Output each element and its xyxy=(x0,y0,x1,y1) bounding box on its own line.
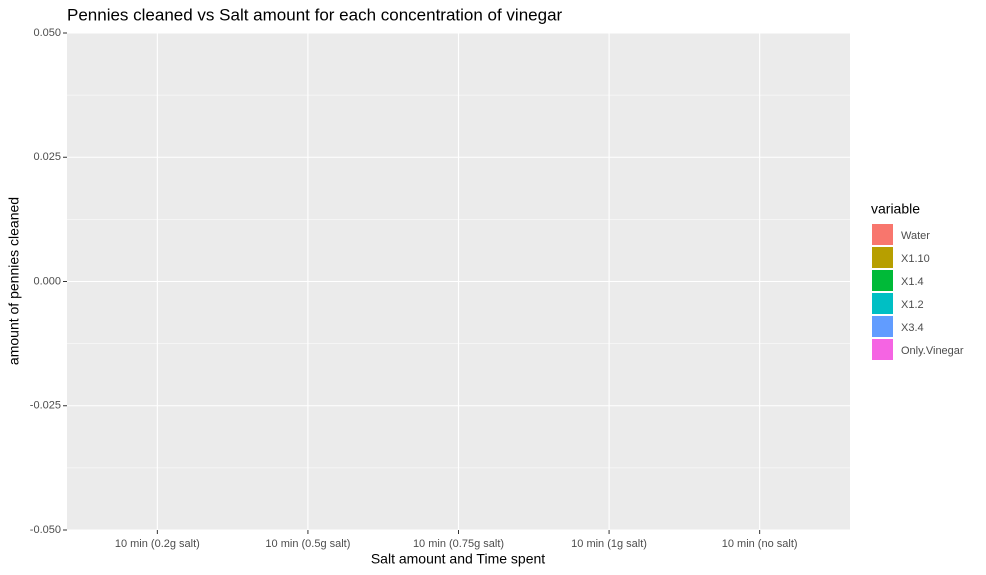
legend-key xyxy=(872,293,893,314)
legend-key xyxy=(872,224,893,245)
chart-title: Pennies cleaned vs Salt amount for each … xyxy=(67,5,563,24)
legend-label: X3.4 xyxy=(901,322,924,334)
legend-label: Only.Vinegar xyxy=(901,345,964,357)
y-tick-label: -0.025 xyxy=(30,400,61,412)
legend-key xyxy=(872,316,893,337)
y-axis-title: amount of pennies cleaned xyxy=(6,197,22,365)
y-tick-label: 0.000 xyxy=(33,275,61,287)
legend-title: variable xyxy=(871,201,920,217)
x-tick-label: 10 min (0.5g salt) xyxy=(265,538,350,550)
legend-key xyxy=(872,270,893,291)
legend-key xyxy=(872,339,893,360)
x-tick-label: 10 min (0.2g salt) xyxy=(115,538,200,550)
legend-label: X1.2 xyxy=(901,299,924,311)
legend-label: X1.4 xyxy=(901,276,924,288)
legend-label: Water xyxy=(901,230,930,242)
legend-key xyxy=(872,247,893,268)
legend-label: X1.10 xyxy=(901,253,930,265)
x-tick-label: 10 min (no salt) xyxy=(722,538,798,550)
y-tick-label: -0.050 xyxy=(30,524,61,536)
y-tick-label: 0.050 xyxy=(33,27,61,39)
x-tick-label: 10 min (0.75g salt) xyxy=(413,538,504,550)
x-axis-title: Salt amount and Time spent xyxy=(371,551,545,567)
x-tick-label: 10 min (1g salt) xyxy=(571,538,647,550)
y-tick-label: 0.025 xyxy=(33,151,61,163)
